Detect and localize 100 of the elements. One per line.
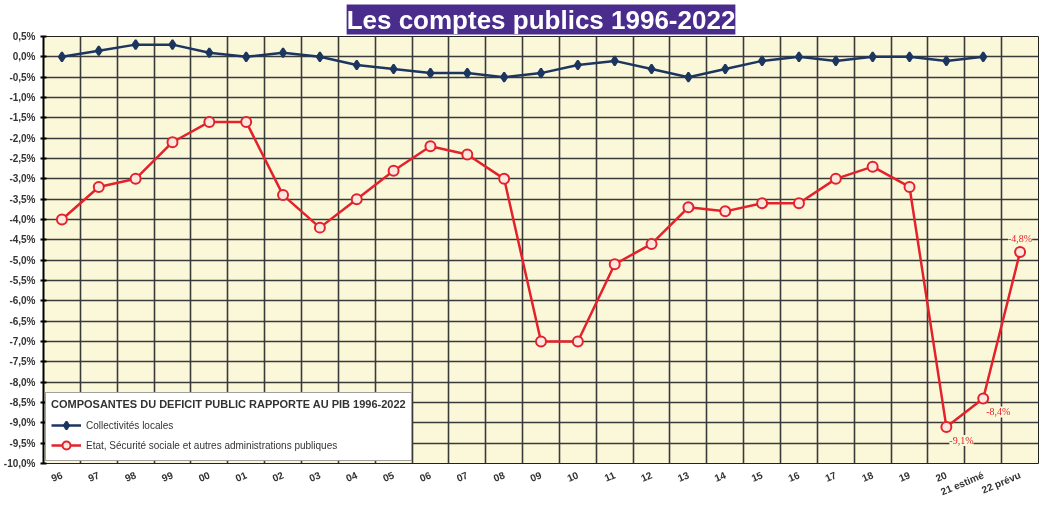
point [719,205,732,218]
data-label: -9,1% [949,434,974,446]
point [350,193,363,206]
y-tick-label: -2,0% [9,132,36,144]
y-tick-label: -6,5% [9,315,36,327]
x-tick-label: 09 [528,469,544,484]
point [721,63,730,75]
y-tick-label: -3,0% [9,173,36,185]
point [313,221,326,234]
point [94,45,103,57]
point [571,335,584,348]
point [387,164,400,177]
point [424,140,437,153]
y-tick-label: -2,5% [9,153,36,164]
y-tick-label: -10,0% [3,458,36,469]
point [610,55,619,67]
y-tick-label: -9,0% [9,417,36,429]
x-tick-label: 08 [491,469,507,484]
x-tick-label: 03 [307,469,323,484]
x-tick-label: 13 [676,469,691,484]
x-tick-label: 14 [712,469,728,484]
point [166,136,179,149]
point [866,160,879,173]
point [758,55,767,67]
point [1014,246,1027,259]
y-tick-label: -8,5% [9,397,36,408]
x-tick-label: 07 [454,469,470,484]
y-tick-label: -1,5% [9,112,36,124]
data-label: -8,4% [986,406,1011,418]
y-tick-label: 0,0% [12,51,36,63]
x-tick-label: 17 [823,469,839,484]
point [645,237,658,250]
y-tick-label: -8,0% [9,376,36,388]
point [461,148,474,161]
point [868,51,877,63]
point [792,197,805,210]
x-tick-label: 11 [602,469,618,484]
point [168,39,177,51]
x-tick-label: 12 [639,469,655,484]
point [55,213,68,226]
point [794,51,803,63]
point [389,63,398,75]
point [608,258,621,271]
x-tick-label: 05 [381,469,397,484]
point [829,172,842,185]
point [92,180,105,193]
y-tick-label: 0,5% [12,31,36,42]
point [977,392,990,405]
point [131,39,140,51]
y-tick-label: -6,0% [9,295,36,307]
x-tick-label: 10 [565,469,581,484]
point [940,420,953,433]
point [498,172,511,185]
point [129,172,142,185]
x-tick-label: 97 [86,469,102,484]
chart-title: Les comptes publics 1996-2022 [346,4,736,35]
point [463,67,472,79]
x-tick-label: 16 [786,469,802,484]
x-tick-label: 01 [233,469,249,484]
point [979,51,988,63]
point [242,51,251,63]
x-tick-label: 00 [196,469,212,484]
point [573,59,582,71]
y-tick-label: -5,0% [9,254,36,266]
y-tick-label: -5,5% [9,275,36,286]
point [684,71,693,83]
point [315,51,324,63]
point [905,51,914,63]
point [647,63,656,75]
point [352,59,361,71]
x-tick-label: 96 [49,469,65,484]
x-tick-label: 98 [123,469,139,484]
data-label: -4,8% [1007,233,1033,245]
x-tick-label: 19 [897,469,913,484]
x-tick-label: 06 [418,469,433,484]
point [203,115,216,128]
x-tick-label: 02 [270,469,286,484]
x-tick-label: 99 [160,469,176,484]
point [240,115,253,128]
point [903,180,916,193]
legend-label: Etat, Sécurité sociale et autres administrations publiques [86,439,338,451]
y-tick-label: -3,5% [9,193,36,205]
point [277,189,290,202]
legend-title: COMPOSANTES DU DEFICIT PUBLIC RAPPORTE AU PIB 1996-2022 [51,398,406,410]
point [682,201,695,214]
x-tick-label: 18 [860,469,876,484]
y-tick-label: -4,0% [9,214,36,225]
y-tick-label: -7,0% [9,336,36,347]
point [57,51,66,63]
point [942,55,951,67]
point [535,335,547,348]
y-tick-label: -7,5% [9,356,36,368]
x-tick-label: 15 [749,469,765,484]
point [426,67,435,79]
y-tick-label: -4,5% [9,234,36,246]
point [500,71,509,83]
point [831,55,840,67]
x-tick-label: 20 [933,469,949,484]
y-tick-label: -0,5% [9,71,36,83]
y-tick-label: -1,0% [9,92,36,103]
